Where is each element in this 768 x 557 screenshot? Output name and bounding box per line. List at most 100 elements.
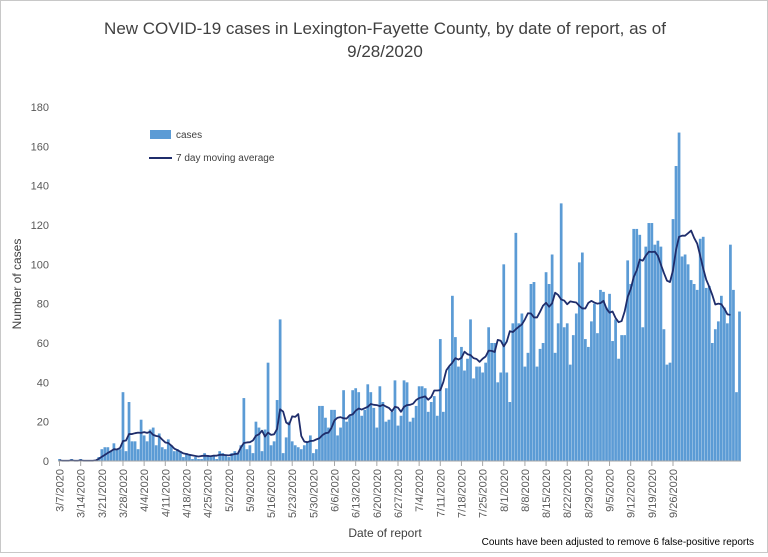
bar-cases (360, 415, 364, 461)
bar-cases (623, 335, 627, 461)
bar-cases (668, 362, 672, 461)
chart-title-line-1: New COVID-19 cases in Lexington-Fayette … (104, 19, 666, 38)
x-tick-label: 8/29/2020 (583, 469, 595, 518)
bar-cases (287, 421, 291, 461)
bar-cases (230, 453, 234, 461)
bar-cases (224, 455, 228, 461)
bar-cases (188, 455, 191, 461)
bar-cases (620, 335, 623, 461)
line-series-moving-average (59, 229, 731, 462)
bar-cases (553, 352, 557, 461)
bar-cases (683, 254, 687, 461)
bar-cases (720, 295, 723, 461)
bar-cases (330, 409, 333, 461)
bar-cases (713, 329, 717, 461)
bar-cases (197, 459, 200, 461)
bar-cases (118, 449, 122, 461)
bar-cases (541, 343, 545, 461)
bar-cases (532, 282, 536, 461)
bar-cases (602, 291, 605, 461)
bar-cases (106, 447, 110, 461)
bar-cases (472, 378, 475, 461)
bar-cases (151, 427, 155, 461)
x-tick-label: 6/27/2020 (393, 469, 405, 518)
bar-cases (568, 364, 572, 461)
x-tick-label: 9/19/2020 (647, 469, 659, 518)
bar-cases (704, 287, 708, 461)
bar-cases (584, 339, 587, 461)
bar-cases (662, 329, 666, 461)
x-tick-label: 4/11/2020 (160, 469, 172, 517)
x-tick-label: 4/25/2020 (203, 469, 215, 518)
bar-cases (475, 366, 478, 461)
bar-cases (200, 459, 203, 461)
bar-cases (336, 435, 339, 461)
bar-cases (345, 421, 348, 461)
bar-cases (218, 451, 222, 461)
bar-cases (315, 449, 318, 461)
bar-cases (729, 244, 732, 461)
bar-cases (115, 449, 119, 461)
bar-cases (257, 427, 261, 461)
x-tick-label: 5/2/2020 (224, 469, 236, 512)
bar-cases (650, 223, 654, 461)
bar-cases (432, 396, 436, 461)
bar-cases (577, 262, 581, 461)
y-axis-label: Number of cases (10, 239, 24, 330)
x-axis-label: Date of report (348, 526, 422, 540)
bar-cases (671, 219, 675, 461)
bar-cases (293, 445, 297, 461)
bar-cases (381, 402, 385, 461)
bar-cases (157, 433, 161, 461)
bar-cases (707, 285, 711, 461)
bar-series-cases (58, 132, 741, 461)
bar-cases (698, 238, 702, 461)
bar-cases (227, 457, 231, 461)
bar-cases (644, 246, 648, 461)
bar-cases (342, 390, 345, 461)
bar-cases (738, 311, 741, 461)
bar-cases (185, 453, 188, 461)
bar-cases (124, 451, 128, 461)
legend-label-moving-average: 7 day moving average (176, 153, 275, 164)
bar-cases (505, 372, 509, 461)
x-tick-label: 7/11/2020 (435, 469, 447, 517)
bar-cases (460, 346, 463, 461)
bar-cases (414, 405, 418, 461)
bar-cases (299, 449, 303, 461)
bar-cases (562, 327, 566, 461)
bar-cases (327, 427, 330, 461)
bar-cases (221, 453, 225, 461)
bar-cases (420, 386, 424, 461)
y-tick-label: 160 (31, 141, 49, 153)
bar-cases (348, 415, 351, 461)
bar-cases (281, 453, 285, 461)
bar-cases (641, 327, 645, 461)
bar-cases (565, 323, 569, 461)
bar-cases (599, 289, 602, 461)
bar-cases (523, 366, 527, 461)
y-tick-label: 60 (37, 338, 49, 350)
bar-cases (614, 319, 617, 461)
bar-cases (732, 289, 735, 461)
x-tick-label: 7/4/2020 (414, 469, 426, 512)
bar-cases (587, 346, 590, 461)
bar-cases (484, 362, 487, 461)
bar-cases (490, 343, 494, 461)
bar-cases (611, 341, 614, 461)
bar-cases (665, 364, 669, 461)
bar-cases (284, 437, 288, 461)
bar-cases (686, 264, 690, 461)
bar-cases (251, 453, 255, 461)
bar-cases (423, 388, 427, 461)
bar-cases (366, 384, 370, 461)
x-tick-label: 4/4/2020 (139, 469, 151, 512)
bar-cases (100, 449, 104, 461)
x-tick-label: 9/26/2020 (668, 469, 680, 518)
bar-cases (263, 429, 267, 461)
bar-cases (130, 441, 134, 461)
bar-cases (596, 333, 599, 461)
bar-cases (463, 370, 466, 461)
bar-cases (154, 445, 158, 461)
